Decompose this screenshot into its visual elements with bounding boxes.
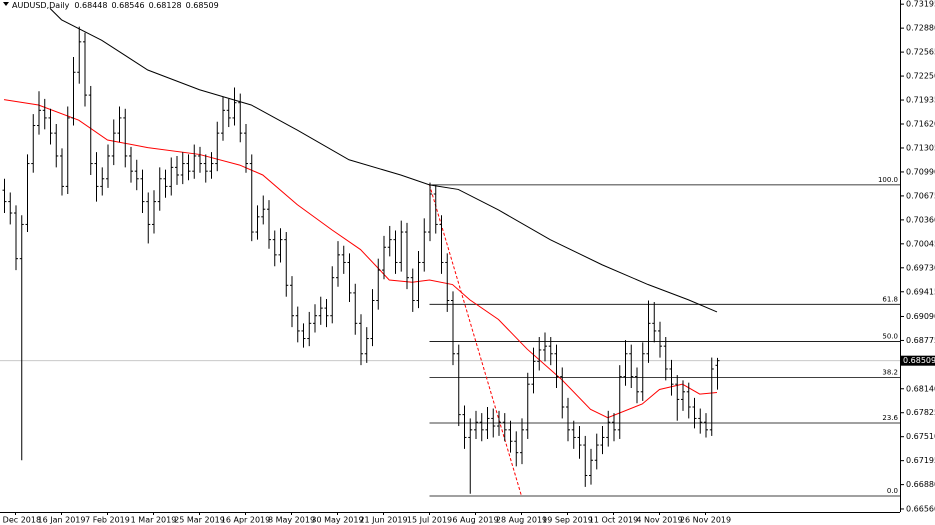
moving-average: [49, 8, 718, 313]
fib-label: 0.0: [887, 487, 898, 495]
x-tick-label: 6 Aug 2019: [452, 516, 498, 525]
y-tick-label: 0.71305: [906, 143, 935, 152]
y-tick-label: 0.68775: [906, 336, 935, 345]
fib-label: 50.0: [882, 333, 898, 341]
header-open: 0.68448: [74, 1, 107, 10]
price-label: 0.68509: [903, 356, 935, 365]
x-tick-label: 7 Feb 2019: [85, 516, 130, 525]
x-tick-label: 25 Mar 2019: [174, 516, 225, 525]
y-tick-label: 0.67195: [906, 456, 935, 465]
fib-label: 61.8: [882, 295, 898, 303]
header-close: 0.68509: [186, 1, 219, 10]
fib-label: 38.2: [882, 368, 898, 376]
moving-average: [3, 99, 718, 419]
header-high: 0.68546: [111, 1, 144, 10]
x-tick-label: 21 Jun 2019: [359, 516, 407, 525]
fib-label: 100.0: [878, 176, 898, 184]
fib-label: 23.6: [882, 414, 898, 422]
y-tick-label: 0.73195: [906, 0, 935, 9]
y-tick-label: 0.70675: [906, 191, 935, 200]
x-tick-label: 26 Nov 2019: [680, 516, 731, 525]
x-tick-label: 4 Nov 2019: [636, 516, 682, 525]
symbol-title: AUDUSD,Daily: [12, 1, 70, 10]
x-tick-label: 11 Oct 2019: [589, 516, 638, 525]
price-label-box: [901, 355, 935, 366]
x-tick-label: 1 Mar 2019: [131, 516, 177, 525]
x-tick-label: 15 Jul 2019: [407, 516, 452, 525]
header: AUDUSD,Daily 0.68448 0.68546 0.68128 0.68509: [12, 1, 219, 10]
x-tick-label: 28 Aug 2019: [496, 516, 547, 525]
y-tick-label: 0.72565: [906, 48, 935, 57]
y-tick-label: 0.71935: [906, 96, 935, 105]
y-tick-label: 0.69415: [906, 287, 935, 296]
y-tick-label: 0.66560: [906, 504, 935, 513]
fib-trendline: [429, 184, 522, 497]
header-low: 0.68128: [149, 1, 182, 10]
x-tick-label: 21 Dec 2018: [0, 516, 41, 525]
x-tick-label: 8 May 2019: [268, 516, 315, 525]
x-tick-label: 16 Jan 2019: [38, 516, 86, 525]
y-tick-label: 0.70045: [906, 239, 935, 248]
header-icon: [3, 2, 9, 6]
x-tick-label: 30 May 2019: [311, 516, 363, 525]
x-tick-label: 16 Apr 2019: [221, 516, 270, 525]
x-tick-label: 19 Sep 2019: [542, 516, 593, 525]
y-tick-label: 0.67825: [906, 408, 935, 417]
